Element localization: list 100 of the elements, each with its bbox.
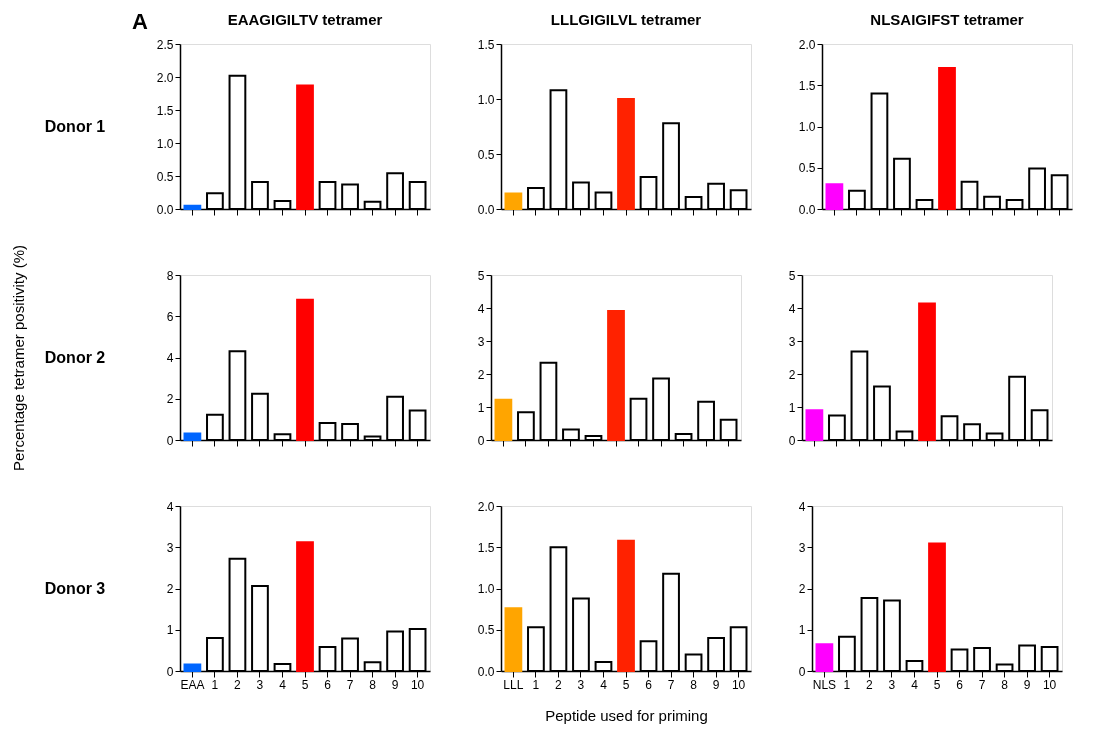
- y-tick-label: 5: [788, 268, 796, 283]
- bar: [183, 432, 202, 441]
- y-tick-label: 1.0: [156, 136, 174, 151]
- bar: [504, 192, 523, 210]
- x-tick-label: 3: [577, 677, 585, 692]
- chart-title: NLSAIGIFST tetramer: [870, 11, 1024, 28]
- x-tick-label: 6: [324, 677, 332, 692]
- y-tick-label: 2: [798, 582, 806, 596]
- y-tick-label: 1.5: [156, 103, 174, 118]
- y-tick-label: 2: [788, 367, 796, 382]
- y-tick-label: 0.0: [156, 202, 174, 217]
- y-tick-label: 4: [477, 301, 485, 316]
- x-tick-label: 8: [1001, 677, 1009, 692]
- x-tick-label: 2: [866, 677, 874, 692]
- y-tick-label: 1.0: [477, 582, 495, 596]
- y-tick-label: 0.5: [798, 161, 816, 176]
- bar: [183, 663, 202, 672]
- y-tick-label: 1: [788, 400, 796, 415]
- y-tick-label: 3: [166, 540, 174, 555]
- text: A: [132, 9, 149, 34]
- text: Donor 3: [44, 579, 106, 597]
- x-tick-label: LLL: [503, 677, 524, 692]
- y-tick-label: 0: [477, 433, 485, 448]
- chart-title: EAAGIGILTV tetramer: [227, 11, 383, 28]
- bar: [607, 309, 625, 441]
- y-tick-label: 0: [798, 664, 806, 679]
- y-tick-label: 5: [477, 268, 485, 283]
- x-tick-label: NLS: [812, 677, 837, 692]
- x-tick-label: 1: [211, 677, 219, 692]
- y-tick-label: 3: [788, 334, 796, 349]
- y-axis-title: Percentage tetramer positivity (%): [9, 245, 27, 471]
- bar: [504, 607, 523, 672]
- x-tick-label: 10: [1042, 677, 1057, 692]
- x-tick-label: 7: [978, 677, 986, 692]
- x-tick-label: 4: [279, 677, 287, 692]
- text: Donor 1: [44, 117, 106, 135]
- y-tick-label: 3: [477, 334, 485, 349]
- y-tick-label: 0: [788, 433, 796, 448]
- y-tick-label: 6: [166, 309, 174, 324]
- x-tick-label: 7: [667, 677, 675, 692]
- x-tick-label: 9: [712, 677, 720, 692]
- y-tick-label: 0.0: [477, 202, 495, 217]
- bar: [296, 541, 314, 672]
- y-tick-label: 0: [166, 433, 174, 448]
- x-tick-label: 5: [622, 677, 630, 692]
- x-tick-label: 5: [933, 677, 941, 692]
- x-tick-label: 9: [391, 677, 399, 692]
- x-tick-label: 7: [346, 677, 354, 692]
- y-tick-label: 4: [166, 499, 174, 514]
- y-tick-label: 2: [166, 582, 174, 596]
- x-tick-label: 6: [645, 677, 653, 692]
- y-tick-label: 1.0: [477, 92, 495, 107]
- bar: [296, 84, 314, 210]
- bar: [617, 98, 635, 210]
- y-tick-label: 4: [798, 499, 806, 514]
- y-tick-label: 0: [166, 664, 174, 679]
- bar: [938, 66, 956, 210]
- y-tick-label: 1.0: [798, 120, 816, 134]
- y-tick-label: 4: [166, 351, 174, 365]
- bar: [296, 298, 314, 441]
- y-tick-label: 1: [477, 400, 485, 415]
- text: Donor 2: [44, 348, 106, 366]
- bar: [617, 539, 635, 672]
- x-axis-title: Peptide used for priming: [545, 706, 708, 724]
- x-tick-label: 6: [956, 677, 964, 692]
- bar: [825, 183, 844, 210]
- y-tick-label: 1: [798, 623, 806, 638]
- x-tick-label: 3: [256, 677, 264, 692]
- y-tick-label: 0.5: [477, 623, 495, 638]
- y-tick-label: 1.5: [798, 78, 816, 93]
- x-tick-label: EAA: [180, 677, 205, 692]
- chart-title: LLLGIGILVL tetramer: [550, 11, 702, 28]
- bar: [918, 302, 936, 441]
- x-tick-label: 8: [369, 677, 377, 692]
- y-tick-label: 0.0: [477, 664, 495, 679]
- y-tick-label: 0.0: [798, 202, 816, 217]
- y-tick-label: 2.0: [477, 499, 495, 514]
- y-tick-label: 1.5: [477, 540, 495, 555]
- y-tick-label: 2.5: [156, 37, 174, 52]
- x-tick-label: 2: [234, 677, 242, 692]
- x-tick-label: 10: [410, 677, 425, 692]
- y-tick-label: 2.0: [156, 70, 174, 85]
- bar: [928, 542, 946, 672]
- y-tick-label: 0.5: [477, 147, 495, 162]
- bar: [815, 643, 834, 672]
- bar: [805, 409, 824, 441]
- x-tick-label: 2: [555, 677, 563, 692]
- x-tick-label: 10: [731, 677, 746, 692]
- y-tick-label: 2: [166, 392, 174, 407]
- y-tick-label: 0.5: [156, 169, 174, 184]
- x-tick-label: 4: [600, 677, 608, 692]
- x-tick-label: 8: [690, 677, 698, 692]
- y-tick-label: 1.5: [477, 37, 495, 52]
- x-tick-label: 1: [843, 677, 851, 692]
- bar: [183, 204, 202, 210]
- y-tick-label: 8: [166, 268, 174, 283]
- x-tick-label: 9: [1023, 677, 1031, 692]
- y-tick-label: 4: [788, 301, 796, 316]
- y-tick-label: 2: [477, 367, 485, 382]
- x-tick-label: 5: [301, 677, 309, 692]
